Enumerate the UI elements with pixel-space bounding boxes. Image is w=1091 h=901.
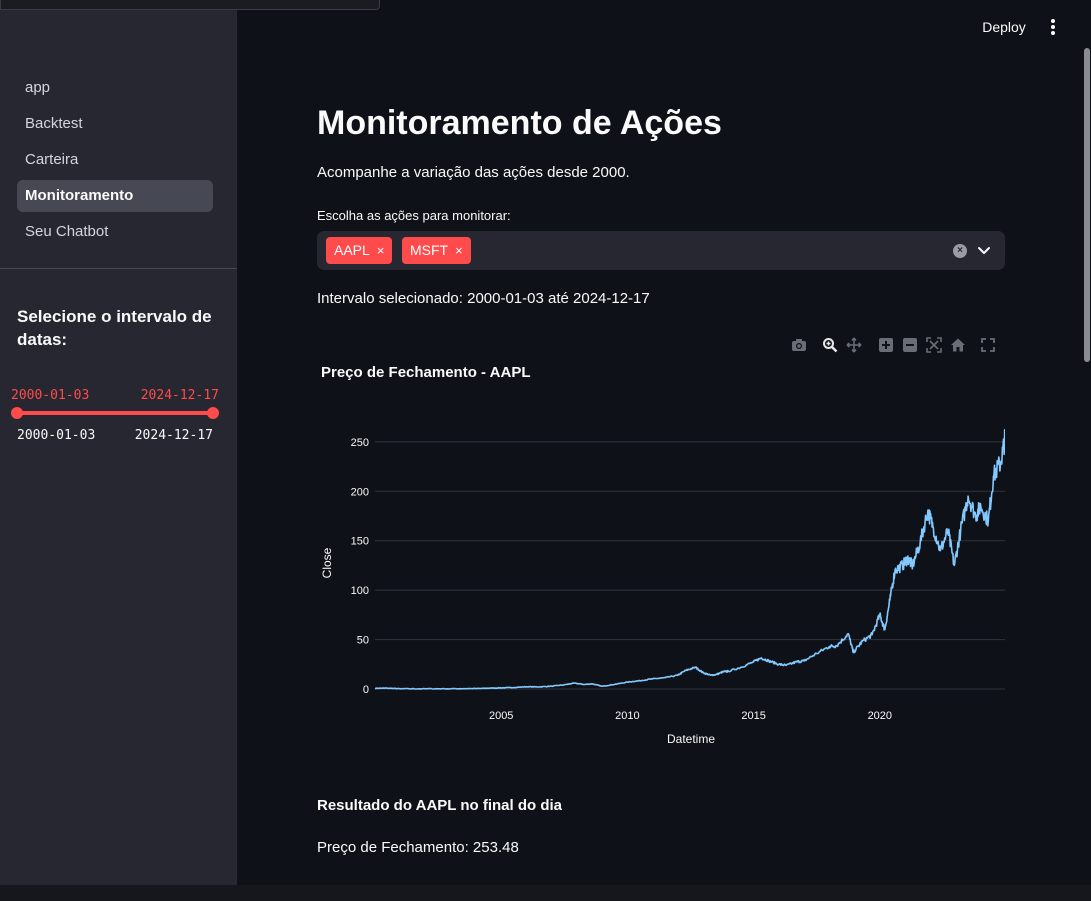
sidebar-item-backtest[interactable]: Backtest: [25, 115, 83, 132]
chart-title: Preço de Fechamento - AAPL: [321, 364, 531, 381]
y-tick-label-0: 0: [363, 684, 369, 696]
price-chart[interactable]: Preço de Fechamento - AAPL 0 50 100 150 200 2…: [317, 360, 1005, 760]
sidebar-nav: app Backtest Carteira Monitoramento Seu …: [17, 72, 213, 252]
stock-multiselect[interactable]: AAPL × MSFT × ×: [317, 231, 1005, 270]
y-tick-label-100: 100: [351, 585, 369, 597]
date-range-heading: Selecione o intervalo de datas:: [17, 307, 212, 349]
date-range-slider[interactable]: 2000-01-03 2024-12-17 2000-01-03 2024-12…: [11, 388, 221, 448]
close-price-text: Preço de Fechamento: 253.48: [317, 839, 519, 856]
zoom-in-icon[interactable]: [878, 337, 894, 353]
x-axis-label: Datetime: [667, 732, 715, 746]
page-title: Monitoramento de Ações: [317, 104, 722, 142]
sidebar-item-seu-chatbot[interactable]: Seu Chatbot: [25, 223, 109, 240]
tag-aapl-label: AAPL: [334, 242, 370, 258]
bottom-bar: [0, 885, 1091, 901]
x-tick-label-2010: 2010: [615, 710, 639, 722]
top-dialog-edge: [0, 0, 380, 10]
camera-icon[interactable]: [791, 337, 807, 353]
chart-modebar: [789, 337, 999, 355]
chart-y-ticks: 0 50 100 150 200 250: [351, 437, 369, 696]
y-tick-label-50: 50: [357, 635, 369, 647]
main-scrollbar[interactable]: [1084, 48, 1090, 362]
tag-msft-remove-icon[interactable]: ×: [455, 243, 463, 258]
clear-selection-icon[interactable]: ×: [953, 244, 967, 258]
slider-min-label: 2000-01-03: [17, 428, 96, 443]
y-tick-label-150: 150: [351, 536, 369, 548]
result-heading: Resultado do AAPL no final do dia: [317, 797, 563, 814]
sidebar-item-app[interactable]: app: [25, 79, 51, 96]
y-axis-label: Close: [320, 547, 334, 578]
selected-interval-text: Intervalo selecionado: 2000-01-03 até 20…: [317, 290, 650, 307]
fullscreen-icon[interactable]: [980, 337, 996, 353]
deploy-button[interactable]: Deploy: [982, 19, 1026, 35]
tag-aapl-remove-icon[interactable]: ×: [376, 243, 385, 258]
kebab-menu-icon[interactable]: [1042, 14, 1064, 40]
autoscale-icon[interactable]: [926, 337, 942, 353]
x-tick-label-2015: 2015: [741, 710, 765, 722]
chart-grid: [375, 441, 1005, 690]
zoom-out-icon[interactable]: [902, 337, 918, 353]
series-line-aapl-close[interactable]: [374, 429, 1005, 690]
chart-x-ticks: 2005 2010 2015 2020: [489, 710, 892, 722]
slider-start-handle[interactable]: [11, 407, 23, 419]
price-chart-svg[interactable]: 0 50 100 150 200 250 2005 2010 2015 2020 Datetim…: [317, 360, 1005, 760]
sidebar: app Backtest Carteira Monitoramento Seu …: [0, 0, 237, 885]
slider-start-value: 2000-01-03: [11, 388, 90, 403]
sidebar-divider: [0, 268, 237, 269]
slider-end-value: 2024-12-17: [140, 388, 219, 403]
x-tick-label-2005: 2005: [489, 710, 513, 722]
chevron-down-icon[interactable]: [977, 243, 991, 257]
slider-max-label: 2024-12-17: [134, 428, 213, 443]
y-tick-label-250: 250: [351, 437, 369, 449]
y-tick-label-200: 200: [351, 486, 369, 498]
slider-track[interactable]: [17, 411, 213, 415]
pan-icon[interactable]: [846, 337, 862, 353]
page-subtitle: Acompanhe a variação das ações desde 200…: [317, 164, 630, 181]
reset-axes-icon[interactable]: [950, 337, 966, 353]
tag-aapl: AAPL ×: [326, 237, 393, 264]
sidebar-item-monitoramento[interactable]: Monitoramento: [17, 180, 213, 212]
tag-msft-label: MSFT: [410, 242, 449, 258]
zoom-icon[interactable]: [822, 337, 838, 353]
x-tick-label-2020: 2020: [868, 710, 892, 722]
tag-msft: MSFT ×: [402, 237, 471, 264]
stock-select-label: Escolha as ações para monitorar:: [317, 208, 511, 223]
sidebar-item-carteira[interactable]: Carteira: [25, 151, 79, 168]
slider-end-handle[interactable]: [207, 407, 219, 419]
